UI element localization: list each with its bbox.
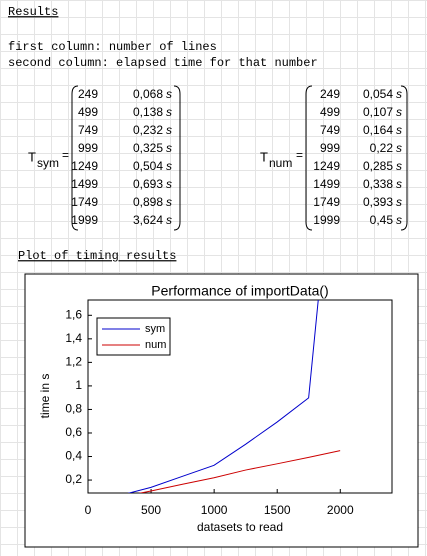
y-tick-label: 0,6 [65, 425, 82, 439]
unit: s [166, 159, 172, 173]
results-heading: Results [8, 5, 58, 19]
matrix-cell: 0,068 [133, 87, 163, 101]
legend-label: num [145, 339, 166, 351]
matrix-cell: 0,898 [133, 195, 163, 209]
matrix-cell: 499 [320, 105, 340, 119]
chart-title: Performance of importData() [151, 283, 328, 299]
matrix-cell: 0,45 [370, 213, 394, 227]
x-tick-label: 0 [85, 503, 92, 517]
x-tick-label: 1000 [201, 503, 228, 517]
x-tick-label: 1500 [264, 503, 291, 517]
matrix-cell: 499 [78, 105, 98, 119]
matrix-cell: 0,138 [133, 105, 163, 119]
matrix-cell: 1749 [313, 195, 340, 209]
legend [96, 317, 171, 356]
y-tick-label: 1,4 [65, 331, 82, 345]
matrix-cell: 0,504 [133, 159, 163, 173]
matrix-subscript: sym [37, 156, 59, 170]
matrix-cell: 1999 [313, 213, 340, 227]
unit: s [166, 105, 172, 119]
matrix-cell: 999 [78, 141, 98, 155]
matrix-cell: 999 [320, 141, 340, 155]
x-tick-label: 500 [141, 503, 161, 517]
matrix-cell: 3,624 [133, 213, 163, 227]
x-tick-label: 2000 [327, 503, 354, 517]
matrix-cell: 0,693 [133, 177, 163, 191]
note-line: second column: elapsed time for that num… [8, 56, 318, 70]
matrix-cell: 0,325 [133, 141, 163, 155]
unit: s [166, 87, 172, 101]
matrix-cell: 0,338 [363, 177, 393, 191]
bracket-left [71, 85, 79, 231]
unit: s [396, 87, 402, 101]
matrix-cell: 1249 [313, 159, 340, 173]
y-tick-label: 0,2 [65, 472, 82, 486]
unit: s [396, 177, 402, 191]
unit: s [396, 105, 402, 119]
unit: s [166, 195, 172, 209]
matrix-cell: 0,393 [363, 195, 393, 209]
matrix-cell: 0,285 [363, 159, 393, 173]
y-tick-label: 0,8 [65, 402, 82, 416]
series-line [127, 300, 319, 493]
matrix-cell: 1499 [313, 177, 340, 191]
matrix-cell: 249 [320, 87, 340, 101]
bracket-left [305, 85, 313, 231]
equals-sign: = [62, 148, 69, 162]
matrix-cell: 0,054 [363, 87, 393, 101]
plot-heading: Plot of timing results [18, 249, 176, 263]
matrix-cell: 749 [78, 123, 98, 137]
y-tick-label: 1,6 [65, 307, 82, 321]
bracket-right [173, 85, 181, 231]
matrix-cell: 0,164 [363, 123, 393, 137]
matrix-cell: 1749 [71, 195, 98, 209]
matrix-cell: 0,22 [370, 141, 394, 155]
matrix-name: T [260, 149, 268, 164]
unit: s [166, 141, 172, 155]
y-tick-label: 1 [75, 378, 82, 392]
y-axis-label: time in s [38, 374, 52, 419]
matrix-cell: 0,232 [133, 123, 163, 137]
equals-sign: = [296, 148, 303, 162]
unit: s [396, 195, 402, 209]
matrix-name: T [28, 149, 36, 164]
unit: s [166, 123, 172, 137]
unit: s [166, 177, 172, 191]
unit: s [166, 213, 172, 227]
matrix-cell: 749 [320, 123, 340, 137]
y-tick-label: 1,2 [65, 355, 82, 369]
bracket-right [400, 85, 408, 231]
series-line [138, 450, 341, 493]
matrix-subscript: num [269, 156, 292, 170]
x-axis-label: datasets to read [197, 520, 283, 534]
legend-label: sym [145, 323, 165, 335]
matrix-cell: 249 [78, 87, 98, 101]
note-line: first column: number of lines [8, 40, 217, 54]
unit: s [396, 123, 402, 137]
matrix-cell: 1499 [71, 177, 98, 191]
unit: s [396, 159, 402, 173]
y-tick-label: 0,4 [65, 449, 82, 463]
matrix-cell: 1999 [71, 213, 98, 227]
unit: s [396, 141, 402, 155]
matrix-cell: 1249 [71, 159, 98, 173]
unit: s [396, 213, 402, 227]
matrix-cell: 0,107 [363, 105, 393, 119]
